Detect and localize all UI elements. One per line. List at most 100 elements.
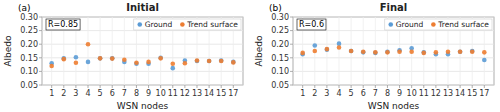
tick-label: 0.25 (20, 26, 38, 35)
legend-frame (385, 19, 492, 30)
panel-label: (b) (269, 3, 282, 13)
tick-label: 17 (228, 89, 238, 98)
tick-label: 3 (73, 89, 78, 98)
legend-marker (180, 22, 185, 27)
tick-mark (100, 85, 101, 88)
tick-label: 6 (361, 89, 366, 98)
tick-label: 0.30 (20, 13, 38, 22)
grid-line (88, 17, 89, 85)
tick-mark (184, 85, 185, 88)
point (146, 60, 151, 65)
point (312, 49, 317, 54)
tick-mark (221, 85, 222, 88)
tick-mark (51, 85, 52, 88)
grid-line (42, 44, 243, 45)
legend-marker (431, 22, 436, 27)
title: Final (380, 2, 408, 13)
point (349, 49, 354, 54)
tick-mark (290, 17, 293, 18)
panel-label: (a) (18, 3, 31, 13)
point (86, 42, 91, 47)
tick-label: 12 (180, 89, 190, 98)
grid-line (42, 85, 243, 86)
tick-mark (75, 85, 76, 88)
tick-label: 15 (216, 89, 226, 98)
point (98, 56, 103, 61)
tick-label: 7 (373, 89, 378, 98)
y-axis-label: Albedo (254, 35, 264, 67)
tick-label: 11 (419, 89, 429, 98)
point (458, 50, 463, 55)
tick-label: 12 (431, 89, 441, 98)
point (74, 60, 79, 65)
tick-mark (39, 30, 42, 31)
tick-mark (148, 85, 149, 88)
annotation-frame (46, 19, 80, 30)
tick-mark (39, 85, 42, 86)
tick-mark (136, 85, 137, 88)
grid-line (293, 44, 494, 45)
panel: 0.050.100.150.200.250.301234567891011121… (254, 2, 494, 111)
tick-mark (484, 85, 485, 88)
tick-mark (326, 85, 327, 88)
tick-mark (88, 85, 89, 88)
point (409, 50, 414, 55)
point (458, 50, 463, 55)
tick-label: 15 (467, 89, 477, 98)
grid-line (42, 71, 243, 72)
point (446, 50, 451, 55)
tick-label: 13 (192, 89, 202, 98)
point (207, 59, 212, 64)
point (158, 56, 163, 61)
point (61, 56, 66, 61)
tick-label: 0.10 (271, 67, 289, 76)
tick-mark (112, 85, 113, 88)
grid-line (112, 17, 113, 85)
legend: GroundTrend surface (134, 19, 241, 30)
title: Initial (126, 2, 159, 13)
point (207, 59, 212, 64)
point (219, 58, 224, 63)
tick-label: 0.15 (20, 54, 38, 63)
tick-mark (39, 71, 42, 72)
tick-label: 2 (312, 89, 317, 98)
point (325, 47, 330, 52)
tick-label: 11 (168, 89, 178, 98)
point (300, 51, 305, 56)
tick-mark (63, 85, 64, 88)
tick-label: 8 (134, 89, 139, 98)
point (349, 49, 354, 54)
grid-line (42, 17, 243, 18)
tick-mark (302, 85, 303, 88)
point (325, 47, 330, 52)
tick-label: 10 (407, 89, 417, 98)
grid-line (100, 17, 101, 85)
grid-line (293, 17, 494, 18)
point (86, 60, 91, 65)
tick-label: 0.20 (20, 40, 38, 49)
tick-mark (290, 57, 293, 58)
annotation-box: R=0.6 (297, 19, 326, 30)
tick-label: 6 (110, 89, 115, 98)
tick-mark (233, 85, 234, 88)
tick-mark (351, 85, 352, 88)
tick-label: 0.20 (271, 40, 289, 49)
annotation-frame (297, 19, 326, 30)
point (170, 66, 175, 71)
point (122, 57, 127, 62)
point (231, 60, 236, 65)
point (421, 50, 426, 55)
point (183, 61, 188, 66)
grid-line (339, 17, 340, 85)
annotation: R=0.85 (48, 20, 78, 29)
tick-mark (172, 85, 173, 88)
point (195, 59, 200, 64)
point (312, 43, 317, 48)
tick-label: 3 (324, 89, 329, 98)
legend-label: Trend surface (437, 20, 489, 29)
tick-label: 9 (397, 89, 402, 98)
tick-mark (290, 85, 293, 86)
tick-label: 14 (204, 89, 214, 98)
point (482, 58, 487, 63)
tick-mark (339, 85, 340, 88)
